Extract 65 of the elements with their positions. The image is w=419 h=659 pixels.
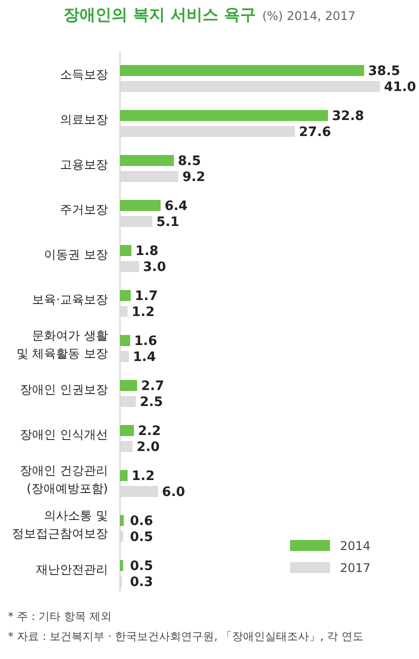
bar [120, 425, 134, 436]
bar [120, 441, 133, 452]
bar [120, 470, 128, 481]
data-label: 0.3 [130, 575, 154, 590]
data-label: 8.5 [178, 154, 201, 169]
bar [120, 290, 131, 301]
data-label: 27.6 [299, 125, 332, 140]
bar [120, 306, 128, 317]
data-label: 2.7 [141, 379, 164, 394]
text: * 자료 : 보건복지부 · 한국보건사회연구원, 「장애인실태조사」, 각 연도 [8, 630, 364, 643]
y-tick-label: 재난안전관리 [36, 562, 108, 576]
y-tick-label: 이동권 보장 [44, 248, 108, 262]
bar [120, 245, 132, 256]
data-label: 32.8 [332, 109, 364, 124]
y-tick-label: 의사소통 및 정보접근참여보장 [12, 508, 108, 540]
y-tick-label: 장애인 건강관리 (장애예방포함) [20, 464, 108, 496]
data-label: 9.2 [182, 170, 206, 185]
bar [120, 335, 130, 346]
legend-label: 2014 [340, 539, 371, 553]
data-label: 5.1 [156, 215, 180, 230]
y-tick-label: 장애인 인권보장 [20, 382, 108, 396]
y-tick-label: 의료보장 [60, 112, 108, 126]
y-tick-label: 소득보장 [60, 68, 108, 82]
bar [120, 81, 380, 92]
text: * 주 : 기타 항목 제외 [8, 610, 112, 623]
data-label: 1.7 [134, 289, 158, 304]
data-label: 2.2 [138, 424, 161, 439]
bar [120, 216, 152, 227]
chart-title: 장애인의 복지 서비스 욕구 [63, 5, 256, 24]
bar [120, 126, 296, 137]
bar [120, 380, 138, 391]
data-label: 38.5 [368, 64, 400, 79]
bar [120, 560, 124, 571]
y-tick-label: 주거보장 [60, 202, 108, 216]
data-label: 2.0 [136, 440, 160, 455]
legend-label: 2017 [340, 561, 371, 575]
data-label: 1.8 [135, 244, 158, 259]
data-label: 0.5 [130, 559, 154, 574]
y-tick-label: 장애인 인식개선 [20, 428, 108, 442]
bar [120, 171, 178, 182]
data-label: 1.4 [132, 350, 156, 365]
bar [120, 65, 364, 76]
data-label: 6.4 [164, 199, 188, 214]
bar [120, 531, 124, 542]
bar [120, 261, 140, 272]
data-label: 41.0 [384, 80, 416, 95]
y-tick-label: 고용보장 [60, 158, 108, 172]
data-label: 6.0 [162, 485, 186, 500]
bar [120, 396, 136, 407]
bar [120, 351, 129, 362]
chart-subtitle: (%) 2014, 2017 [262, 9, 356, 23]
bar [120, 200, 161, 211]
data-label: 1.2 [132, 469, 155, 484]
bar [120, 515, 124, 526]
data-label: 3.0 [143, 260, 166, 275]
data-label: 1.2 [132, 305, 155, 320]
data-label: 2.5 [140, 395, 163, 410]
y-tick-label: 문화여가 생활 및 체육활동 보장 [16, 328, 108, 360]
y-tick-label: 보육·교육보장 [32, 292, 108, 306]
bar [120, 486, 158, 497]
data-label: 0.6 [130, 514, 154, 529]
data-label: 1.6 [134, 334, 158, 349]
bar [120, 155, 174, 166]
data-label: 0.5 [130, 530, 154, 545]
bar [120, 110, 328, 121]
